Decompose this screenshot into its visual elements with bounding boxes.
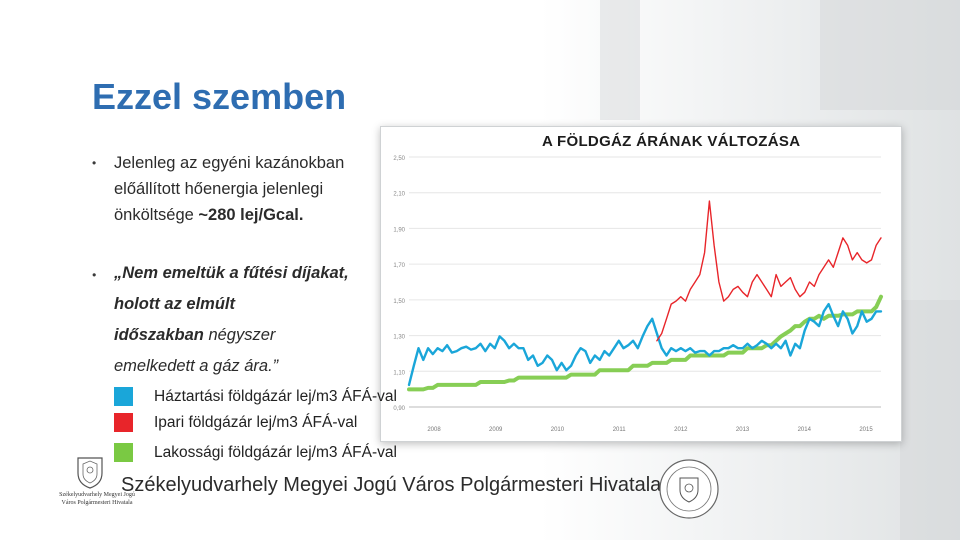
y-tick-label: 1,10	[393, 370, 405, 376]
bullet-text: négyszer	[203, 326, 276, 344]
chart-frame: 2,50 2,10 1,90 1,70 1,50 1,30 1,10 0,90 2008 2009…	[380, 126, 902, 442]
background-panel	[820, 0, 960, 110]
bullet-line: emelkedett a gáz ára.”	[114, 357, 279, 375]
y-tick-label: 2,50	[393, 156, 405, 162]
series-line-haztartasi	[407, 302, 883, 387]
logo-caption: Székelyudvarhely Megyei Jogú Város Polgá…	[59, 492, 135, 506]
bullet-line: időszakban négyszer	[114, 320, 382, 351]
city-coat-of-arms-icon	[77, 457, 103, 489]
bullet-emphasis: időszakban	[114, 326, 204, 344]
bullet-line: Jelenleg az egyéni kazánokban	[114, 154, 345, 172]
x-year-label: 2010	[551, 427, 565, 433]
bullet-line: „Nem emeltük a fűtési díjakat,	[114, 264, 349, 282]
bullet-line: holott az elmúlt	[114, 295, 235, 313]
x-year-label: 2014	[798, 427, 812, 433]
y-tick-label: 1,70	[393, 263, 405, 269]
legend-swatch-red	[114, 413, 133, 432]
bullet-line: előállított hőenergia jelenlegi	[114, 180, 324, 198]
gas-price-chart: 2,50 2,10 1,90 1,70 1,50 1,30 1,10 0,90 2008 2009…	[393, 156, 883, 433]
x-year-label: 2012	[674, 427, 688, 433]
legend-label: Háztartási földgázár lej/m3 ÁFÁ-val	[154, 388, 397, 405]
bullet-dot-icon: •	[92, 268, 97, 282]
series-line-ipari	[656, 200, 882, 342]
bullet-text: önköltsége	[114, 206, 199, 224]
y-tick-label: 2,10	[393, 192, 405, 198]
bullet-emphasis: ~280 lej/Gcal.	[198, 206, 304, 224]
legend-label: Ipari földgázár lej/m3 ÁFÁ-val	[154, 414, 358, 431]
slide-title: Ezzel szemben	[92, 76, 347, 117]
footer-text: Székelyudvarhely Megyei Jogú Város Polgá…	[121, 474, 662, 496]
bullet-item: • Jelenleg az egyéni kazánokban előállít…	[92, 150, 382, 228]
x-year-label: 2011	[613, 427, 627, 433]
legend-label: Lakossági földgázár lej/m3 ÁFÁ-val	[154, 444, 397, 461]
official-seal-icon	[659, 459, 719, 519]
y-tick-label: 1,90	[393, 227, 405, 233]
series-line-lakossagi	[407, 294, 883, 392]
y-tick-label: 1,50	[393, 299, 405, 305]
background-panel	[600, 0, 640, 120]
bullet-item: • „Nem emeltük a fűtési díjakat, holott …	[92, 258, 382, 382]
background-panel	[900, 300, 960, 540]
x-year-label: 2013	[736, 427, 750, 433]
x-year-label: 2015	[859, 427, 873, 433]
x-year-label: 2008	[427, 427, 441, 433]
y-tick-label: 1,30	[393, 335, 405, 341]
legend-swatch-green	[114, 443, 133, 462]
bullet-dot-icon: •	[92, 156, 97, 170]
bullet-line: önköltsége ~280 lej/Gcal.	[114, 202, 382, 228]
chart-title: A FÖLDGÁZ ÁRÁNAK VÁLTOZÁSA	[542, 133, 801, 150]
x-year-label: 2009	[489, 427, 503, 433]
legend-swatch-blue	[114, 387, 133, 406]
y-tick-label: 0,90	[393, 406, 405, 412]
